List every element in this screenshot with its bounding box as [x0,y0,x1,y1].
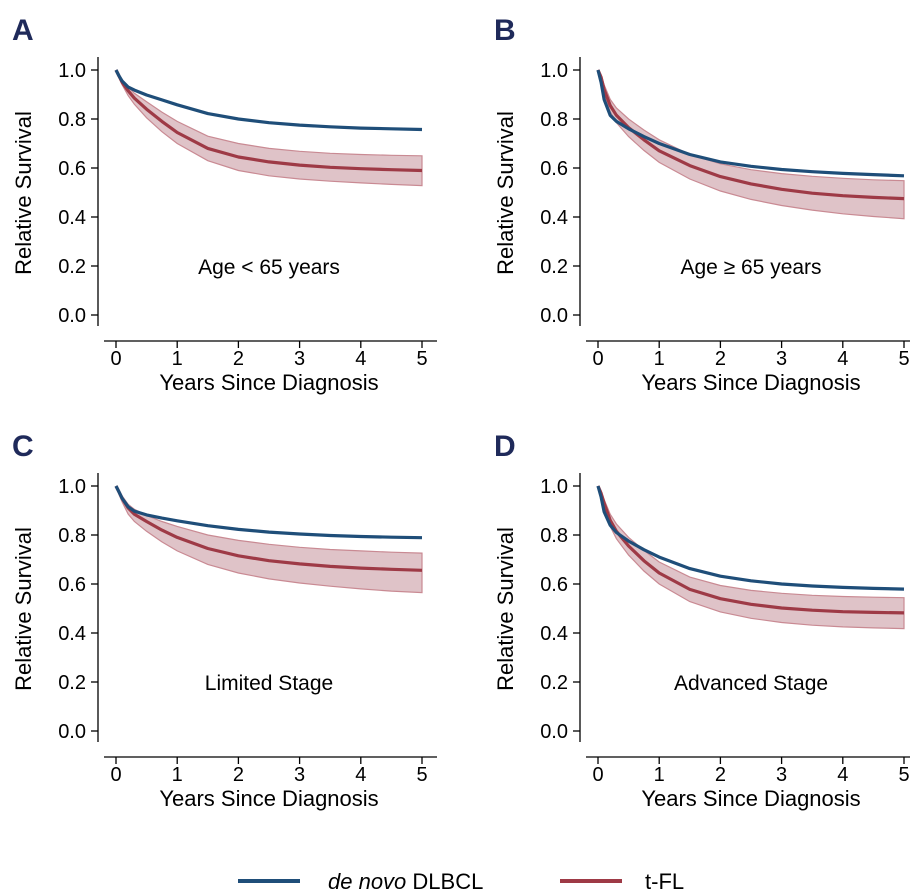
y-axis-title: Relative Survival [493,527,518,691]
x-tick-label: 4 [355,348,366,370]
legend-label-tfl: t-FL [645,869,684,893]
panel-annotation: Age ≥ 65 years [680,256,821,279]
y-axis-title: Relative Survival [11,527,36,691]
y-tick-label: 0.2 [540,256,568,278]
x-tick-label: 5 [898,348,909,370]
tfl-line [596,485,905,615]
y-tick-label: 1.0 [58,60,86,82]
x-tick-label: 4 [355,764,366,786]
y-tick-label: 0.4 [58,623,86,645]
y-tick-label: 0.8 [540,525,568,547]
panel-annotation: Advanced Stage [674,672,828,695]
y-tick-label: 0.2 [58,672,86,694]
y-tick-label: 0.0 [540,305,568,327]
x-tick-label: 3 [776,764,787,786]
tfl-confidence-band [597,69,905,220]
y-tick-label: 0.4 [58,207,86,229]
y-tick-label: 0.0 [58,305,86,327]
y-tick-label: 0.8 [540,109,568,131]
legend-label-denovo: de novo DLBCL [328,869,483,893]
x-tick-label: 2 [715,348,726,370]
panel-letter: C [12,430,34,463]
y-tick-label: 0.6 [540,574,568,596]
y-tick-label: 1.0 [540,60,568,82]
y-tick-label: 0.4 [540,623,568,645]
y-axis-title: Relative Survival [493,111,518,275]
tfl-confidence-band [115,69,423,187]
y-tick-label: 0.2 [58,256,86,278]
y-tick-label: 0.6 [58,158,86,180]
panel-letter: B [494,14,516,47]
y-tick-label: 0.6 [540,158,568,180]
x-axis-title: Years Since Diagnosis [641,786,860,811]
y-tick-label: 0.8 [58,109,86,131]
y-tick-label: 1.0 [58,476,86,498]
tfl-confidence-band [115,485,423,594]
x-tick-label: 1 [172,764,183,786]
x-tick-label: 3 [776,348,787,370]
x-axis-title: Years Since Diagnosis [159,370,378,395]
x-tick-label: 4 [837,348,848,370]
tfl-line [596,69,905,201]
x-tick-label: 1 [172,348,183,370]
tfl-confidence-band [597,485,905,630]
denovo-dlbcl-line [596,69,905,178]
denovo-dlbcl-line [596,485,905,591]
panel-d: D 0.0 0.2 0.4 0.6 0.8 1.0 0 1 2 3 4 5 Years Since Dia… [493,430,910,811]
legend: de novo DLBCL t-FL [238,869,684,893]
y-tick-label: 0.2 [540,672,568,694]
x-tick-label: 5 [416,348,427,370]
y-tick-label: 0.0 [58,721,86,743]
y-tick-label: 0.4 [540,207,568,229]
x-tick-label: 5 [898,764,909,786]
tfl-line [114,69,423,173]
panel-c: C 0.0 0.2 0.4 0.6 0.8 1.0 0 1 2 3 4 5 Years Since Dia… [11,430,437,811]
x-tick-label: 1 [654,764,665,786]
legend-label-denovo-italic: de novo [328,869,406,893]
panel-letter: A [12,14,34,47]
x-axis-title: Years Since Diagnosis [159,786,378,811]
panel-letter: D [494,430,516,463]
panel-annotation: Age < 65 years [198,256,340,279]
x-tick-label: 4 [837,764,848,786]
y-tick-label: 0.8 [58,525,86,547]
legend-label-denovo-rest: DLBCL [406,869,483,893]
x-axis-title: Years Since Diagnosis [641,370,860,395]
panel-annotation: Limited Stage [205,672,333,695]
x-tick-label: 0 [110,764,121,786]
x-tick-label: 0 [592,348,603,370]
x-tick-label: 3 [294,764,305,786]
panel-b: B 0.0 0.2 0.4 0.6 0.8 1.0 0 1 2 3 4 5 Years Since Dia… [493,14,910,395]
x-tick-label: 2 [233,348,244,370]
y-tick-label: 0.0 [540,721,568,743]
x-tick-label: 1 [654,348,665,370]
x-tick-label: 5 [416,764,427,786]
y-tick-label: 1.0 [540,476,568,498]
panel-a: A 0.0 0.2 0.4 0.6 0.8 1.0 0 1 2 3 4 5 Years Since Dia… [11,14,437,395]
denovo-dlbcl-line [114,69,423,132]
x-tick-label: 0 [110,348,121,370]
x-tick-label: 0 [592,764,603,786]
denovo-dlbcl-line [114,485,423,540]
x-tick-label: 2 [233,764,244,786]
y-axis-title: Relative Survival [11,111,36,275]
x-tick-label: 3 [294,348,305,370]
y-tick-label: 0.6 [58,574,86,596]
x-tick-label: 2 [715,764,726,786]
